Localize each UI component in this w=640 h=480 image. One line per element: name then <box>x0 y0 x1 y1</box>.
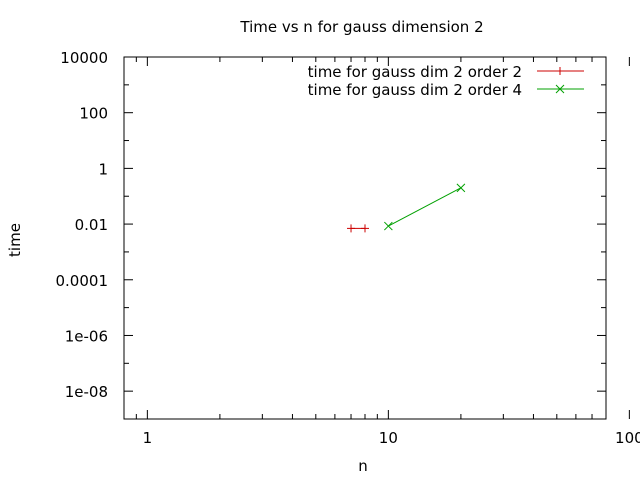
x-axis-label: n <box>358 457 368 475</box>
series-line <box>388 187 462 227</box>
x-tick-label: 1 <box>143 429 153 447</box>
y-tick-label: 1 <box>98 160 108 178</box>
y-tick-label: 0.0001 <box>56 272 109 290</box>
legend-sample-order-2 <box>537 67 584 75</box>
legend-sample-order-4 <box>537 84 584 94</box>
data-point-cross-b <box>456 183 466 193</box>
x-tick-label: 10 <box>379 429 398 447</box>
data-point-cross-b <box>555 84 565 94</box>
y-tick-label: 10000 <box>60 49 108 67</box>
x-tick-label: 100 <box>615 429 640 447</box>
data-point-cross-b <box>384 221 393 231</box>
legend-label-order-4: time for gauss dim 2 order 4 <box>308 81 522 99</box>
y-tick-label: 1e-08 <box>65 383 108 401</box>
series-layer <box>347 183 466 233</box>
series-order-2 <box>347 224 369 233</box>
y-tick-label: 0.01 <box>75 216 108 234</box>
legend: time for gauss dim 2 order 2 time for ga… <box>308 63 584 99</box>
y-tick-label: 1e-06 <box>65 327 108 345</box>
series-order-4 <box>384 183 466 231</box>
axis-ticks: 1 10 100 10000 100 1 0.01 0.0001 1e-06 1e-08 <box>56 49 640 447</box>
chart-title: Time vs n for gauss dimension 2 <box>239 18 483 36</box>
y-axis-label: time <box>6 223 24 257</box>
legend-label-order-2: time for gauss dim 2 order 2 <box>308 63 522 81</box>
plot-area-border <box>123 56 607 420</box>
y-tick-label: 100 <box>79 105 108 123</box>
